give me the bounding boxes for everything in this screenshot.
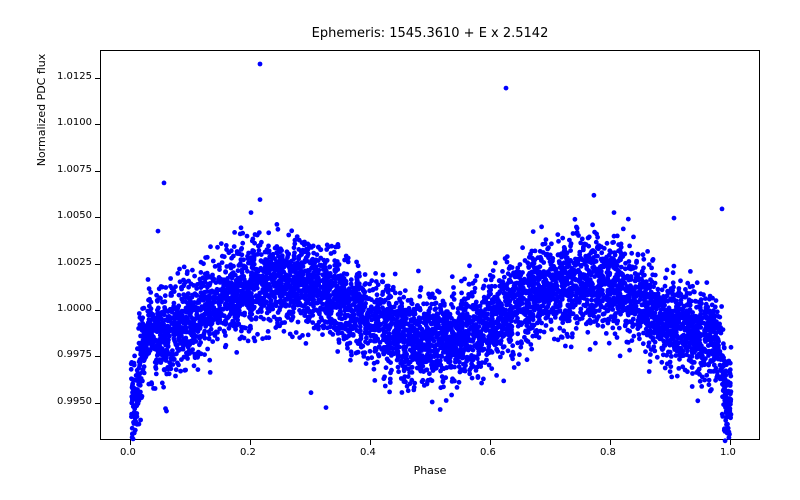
figure: Ephemeris: 1545.3610 + E x 2.5142 Phase …: [0, 0, 800, 500]
y-tick: [95, 356, 100, 357]
x-tick-label: 0.0: [120, 447, 136, 458]
x-tick-label: 0.2: [240, 447, 256, 458]
y-tick-label: 0.9950: [57, 396, 92, 407]
y-tick: [95, 171, 100, 172]
y-tick-label: 1.0125: [57, 71, 92, 82]
scatter-plot: [101, 51, 761, 441]
x-tick-label: 0.4: [360, 447, 376, 458]
x-tick-label: 0.6: [480, 447, 496, 458]
chart-title: Ephemeris: 1545.3610 + E x 2.5142: [100, 26, 760, 41]
y-tick-label: 1.0100: [57, 117, 92, 128]
x-tick: [730, 440, 731, 445]
x-tick-label: 1.0: [720, 447, 736, 458]
x-tick: [250, 440, 251, 445]
y-tick-label: 0.9975: [57, 349, 92, 360]
y-tick: [95, 78, 100, 79]
x-tick: [610, 440, 611, 445]
y-tick: [95, 403, 100, 404]
y-tick-label: 1.0025: [57, 257, 92, 268]
y-tick-label: 1.0000: [57, 303, 92, 314]
y-tick: [95, 124, 100, 125]
plot-axes: [100, 50, 760, 440]
x-tick: [490, 440, 491, 445]
y-axis-label: Normalized PDC flux: [35, 0, 48, 305]
x-axis-label: Phase: [100, 464, 760, 477]
x-tick: [370, 440, 371, 445]
x-tick: [130, 440, 131, 445]
y-tick: [95, 264, 100, 265]
y-tick: [95, 217, 100, 218]
y-tick-label: 1.0050: [57, 210, 92, 221]
x-tick-label: 0.8: [600, 447, 616, 458]
y-tick: [95, 310, 100, 311]
y-tick-label: 1.0075: [57, 164, 92, 175]
